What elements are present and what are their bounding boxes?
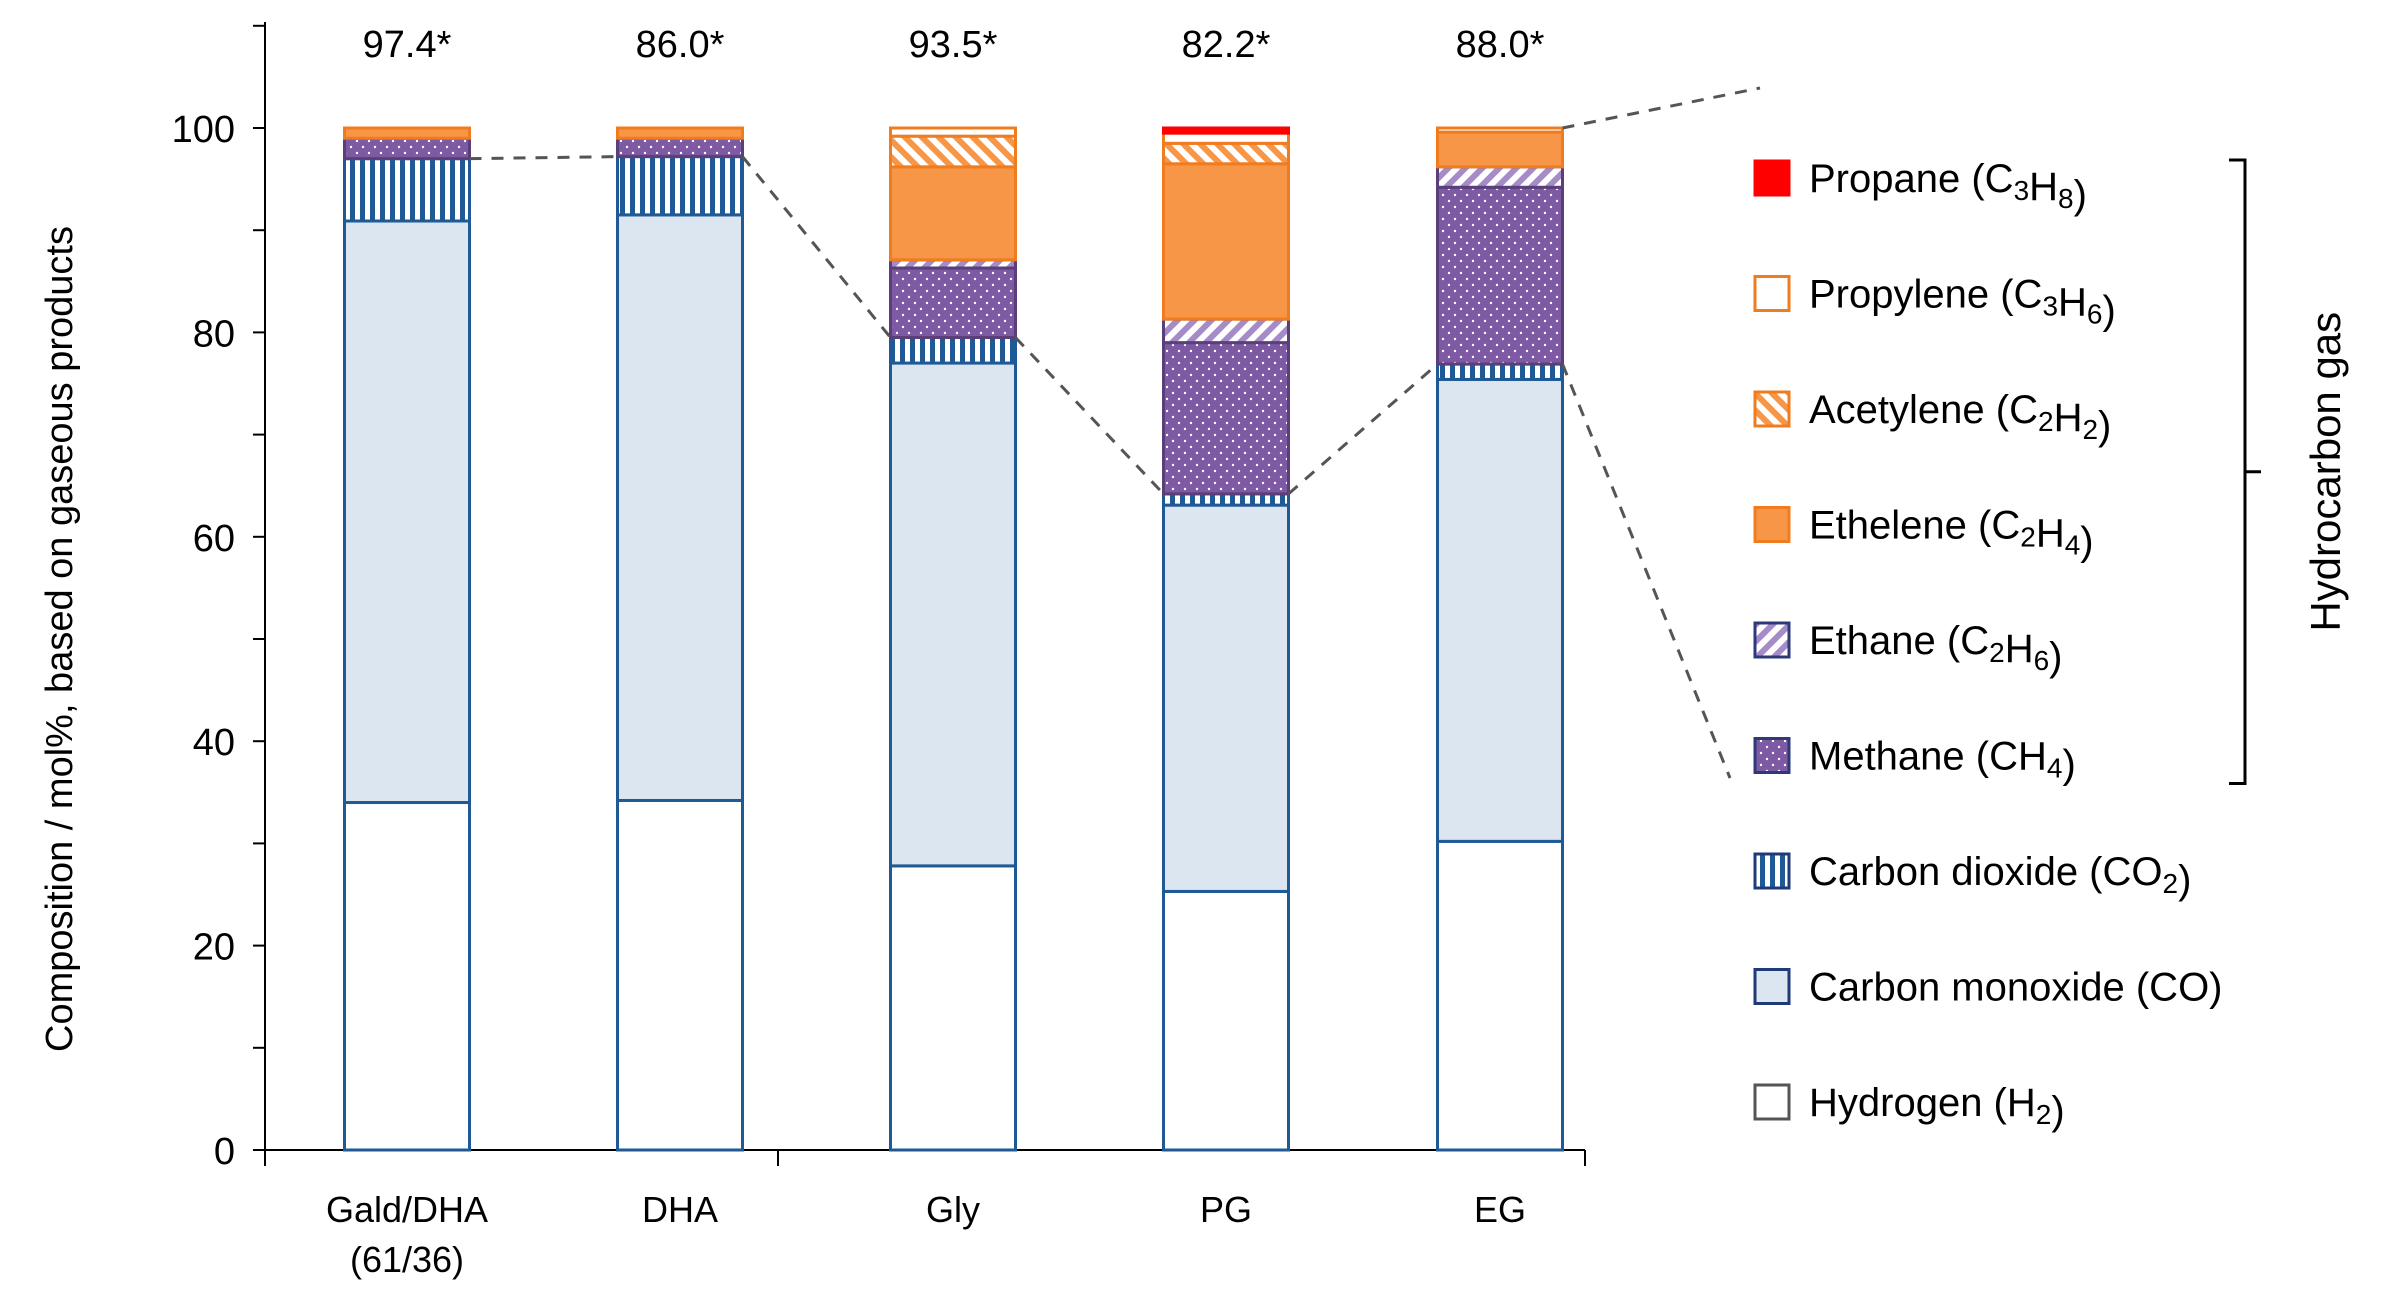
hydrocarbon-bracket-label: Hydrocarbon gas [2302,312,2349,632]
bar-segment-co-0 [343,219,471,805]
legend-swatch-methane [1753,737,1791,774]
bar-segment-ethane-3 [1162,317,1290,345]
legend-label-propane: Propane (C3H8) [1809,157,2087,217]
legend-swatch-ethylene [1753,506,1791,543]
bar-segment-hydrogen-2 [889,864,1017,1152]
bar-segment-co-1 [616,213,744,802]
zoom-line-bottom [1561,363,1732,779]
bar-segment-propylene-4 [1436,126,1564,134]
legend-swatch-hydrogen [1753,1083,1791,1121]
bar-top-label: 97.4* [363,24,452,66]
hydrocarbon-bracket [2229,158,2261,785]
bar-segment-ethylene-1 [616,126,744,140]
bar-top-label: 93.5* [909,24,998,66]
connector-line [1287,362,1439,496]
legend-swatch-acetylene [1753,390,1791,428]
y-tick-label: 80 [193,313,235,355]
y-axis-title: Composition / mol%, based on gaseous pro… [39,226,81,1052]
y-tick-label: 0 [214,1131,235,1173]
connector-line [741,155,892,339]
y-tick-label: 100 [172,109,235,151]
legend-label-methane: Methane (CH4) [1809,735,2076,787]
legend-swatch-co2 [1753,852,1791,890]
x-tick-label: Gald/DHA [326,1189,488,1230]
bar-segment-co-3 [1162,503,1290,893]
x-tick-label: PG [1200,1189,1252,1230]
x-tick-label: DHA [642,1189,718,1230]
legend-label-co: Carbon monoxide (CO) [1809,966,2223,1010]
bar-segment-methane-1 [616,136,744,159]
bar-segment-hydrogen-3 [1162,889,1290,1152]
y-tick-label: 60 [193,518,235,560]
bar-segment-propane-3 [1162,126,1290,135]
zoom-line-top [1562,86,1761,130]
legend-swatch-propylene [1753,275,1791,312]
bar-top-label: 88.0* [1456,24,1545,66]
legend-label-acetylene: Acetylene (C2H2) [1809,388,2111,448]
y-tick-label: 40 [193,722,235,764]
legend-label-propylene: Propylene (C3H6) [1809,273,2116,333]
bar-segment-propylene-3 [1162,131,1290,145]
bar-segment-co-2 [889,361,1017,868]
connector-line [1014,336,1165,495]
bar-segment-hydrogen-0 [343,801,471,1152]
bar-segment-acetylene-3 [1162,141,1290,166]
bar-top-label: 86.0* [636,24,725,66]
bar-segment-ethane-4 [1436,165,1564,189]
bar-segment-methane-3 [1162,341,1290,496]
x-tick-label: Gly [926,1189,980,1230]
bar-segment-methane-4 [1436,185,1564,366]
legend-swatch-co [1753,968,1791,1005]
legend-label-co2: Carbon dioxide (CO2) [1809,850,2191,902]
x-tick-label: EG [1474,1189,1526,1230]
bar-segment-propylene-2 [889,126,1017,138]
legend-label-hydrogen: Hydrogen (H2) [1809,1081,2065,1133]
x-tick-label-line2: (61/36) [350,1239,464,1280]
bar-segment-hydrogen-1 [616,798,744,1152]
bar-segment-acetylene-2 [889,134,1017,169]
bar-segment-methane-2 [889,266,1017,340]
bar-segment-ethylene-2 [889,165,1017,262]
bar-segment-hydrogen-4 [1436,839,1564,1152]
bar-segment-ethylene-4 [1436,130,1564,169]
bar-segment-co-4 [1436,377,1564,843]
y-tick-label: 20 [193,927,235,969]
bar-top-label: 82.2* [1182,24,1271,66]
bar-segment-co2-4 [1436,362,1564,381]
bar-segment-co2-1 [616,155,744,217]
bar-segment-ethylene-3 [1162,162,1290,321]
legend-swatch-ethane [1753,621,1791,659]
legend-swatch-propane [1753,159,1791,197]
bar-segment-co2-0 [343,157,471,223]
bar-segment-methane-0 [343,136,471,161]
legend-label-ethylene: Ethelene (C2H4) [1809,504,2094,564]
bar-segment-co2-2 [889,336,1017,365]
connector-line [469,155,618,161]
bar-segment-ethylene-0 [343,126,471,140]
legend-label-ethane: Ethane (C2H6) [1809,619,2062,679]
bar-segment-co2-3 [1162,492,1290,507]
